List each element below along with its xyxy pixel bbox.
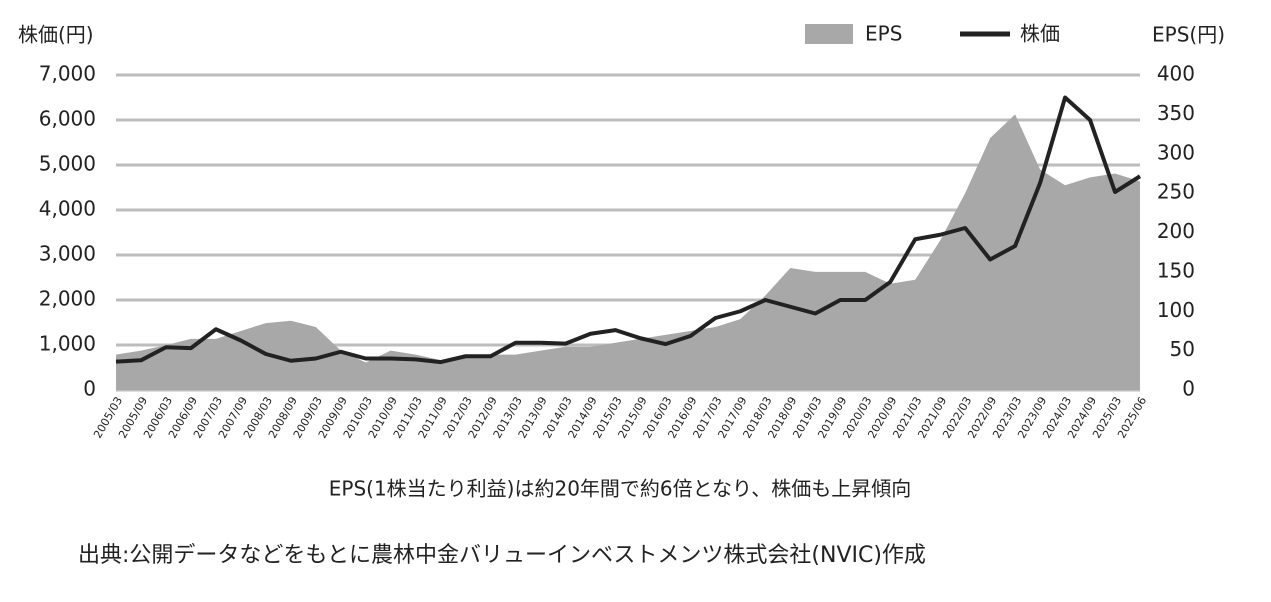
y-tick-label: 3,000 (39, 242, 96, 266)
y2-tick-label: 250 (1157, 180, 1195, 204)
y2-tick-label: 300 (1157, 140, 1195, 164)
legend-label: 株価 (1020, 22, 1060, 46)
y-tick-label: 1,000 (39, 332, 96, 356)
y-tick-label: 2,000 (39, 287, 96, 311)
y2-tick-label: 0 (1182, 377, 1195, 401)
legend-swatch (805, 24, 853, 44)
eps-area (116, 114, 1140, 390)
y-tick-label: 5,000 (39, 152, 96, 176)
y2-tick-label: 400 (1157, 62, 1195, 86)
y-tick-label: 0 (83, 377, 96, 401)
caption: EPS(1株当たり利益)は約20年間で約6倍となり、株価も上昇傾向 (329, 477, 912, 501)
source: 出典:公開データなどをもとに農林中金バリューインベストメンツ株式会社(NVIC)… (78, 543, 926, 568)
y2-tick-label: 100 (1157, 298, 1195, 322)
y-tick-label: 6,000 (39, 107, 96, 131)
price-line (115, 95, 1142, 365)
y2-tick-label: 50 (1170, 337, 1195, 361)
y-tick-label: 7,000 (39, 62, 96, 86)
legend-label: EPS (865, 22, 902, 46)
y2-tick-label: 200 (1157, 219, 1195, 243)
y2-axis-label: EPS(円) (1152, 23, 1225, 47)
y2-tick-label: 350 (1157, 101, 1195, 125)
y-axis-label: 株価(円) (18, 23, 94, 47)
y-tick-label: 4,000 (39, 197, 96, 221)
y2-tick-label: 150 (1157, 258, 1195, 282)
